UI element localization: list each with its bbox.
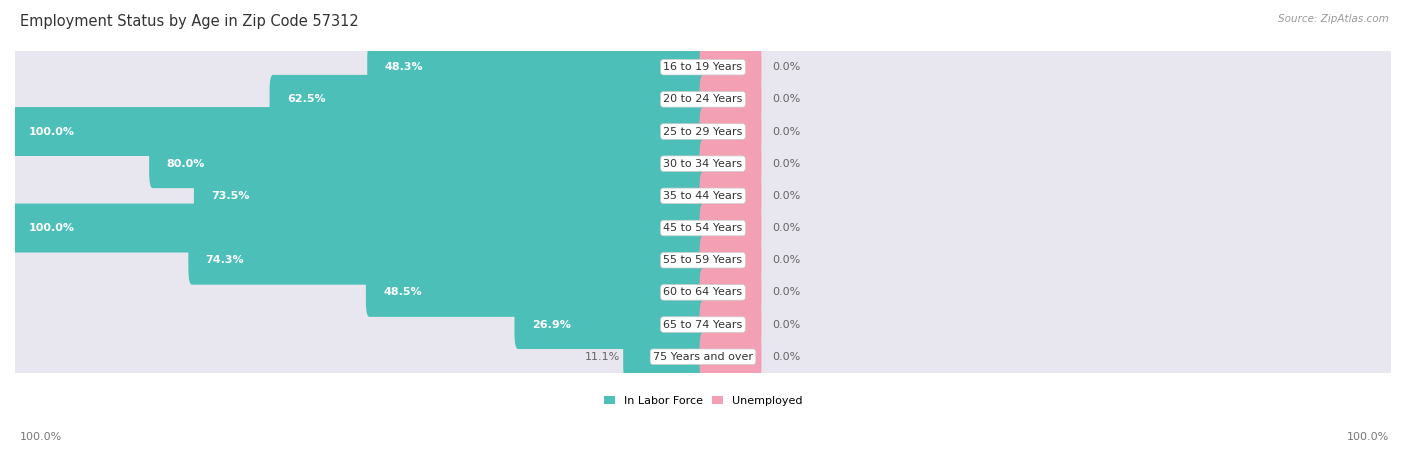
Text: 11.1%: 11.1% <box>585 352 620 362</box>
FancyBboxPatch shape <box>13 204 1393 252</box>
FancyBboxPatch shape <box>366 268 706 317</box>
Text: 62.5%: 62.5% <box>287 94 325 104</box>
FancyBboxPatch shape <box>700 171 762 221</box>
FancyBboxPatch shape <box>13 236 1393 284</box>
Text: 0.0%: 0.0% <box>772 255 800 265</box>
Text: 100.0%: 100.0% <box>1347 432 1389 442</box>
Text: 16 to 19 Years: 16 to 19 Years <box>664 62 742 72</box>
Text: 30 to 34 Years: 30 to 34 Years <box>664 159 742 169</box>
FancyBboxPatch shape <box>700 268 762 317</box>
FancyBboxPatch shape <box>700 236 762 285</box>
FancyBboxPatch shape <box>700 107 762 156</box>
FancyBboxPatch shape <box>188 236 706 285</box>
FancyBboxPatch shape <box>10 97 709 166</box>
Text: 65 to 74 Years: 65 to 74 Years <box>664 320 742 330</box>
Text: 35 to 44 Years: 35 to 44 Years <box>664 191 742 201</box>
FancyBboxPatch shape <box>700 300 762 349</box>
Text: 0.0%: 0.0% <box>772 287 800 297</box>
FancyBboxPatch shape <box>700 203 762 253</box>
FancyBboxPatch shape <box>13 43 1393 91</box>
FancyBboxPatch shape <box>13 140 1393 188</box>
FancyBboxPatch shape <box>13 333 1393 381</box>
FancyBboxPatch shape <box>10 65 709 133</box>
Text: 0.0%: 0.0% <box>772 352 800 362</box>
Text: 80.0%: 80.0% <box>166 159 205 169</box>
Legend: In Labor Force, Unemployed: In Labor Force, Unemployed <box>603 396 803 406</box>
FancyBboxPatch shape <box>697 33 1396 101</box>
Text: 0.0%: 0.0% <box>772 191 800 201</box>
FancyBboxPatch shape <box>10 258 709 327</box>
FancyBboxPatch shape <box>697 290 1396 359</box>
FancyBboxPatch shape <box>11 107 706 156</box>
FancyBboxPatch shape <box>10 33 709 101</box>
Text: 74.3%: 74.3% <box>205 255 245 265</box>
Text: 100.0%: 100.0% <box>28 223 75 233</box>
FancyBboxPatch shape <box>10 322 709 391</box>
FancyBboxPatch shape <box>700 139 762 188</box>
Text: Source: ZipAtlas.com: Source: ZipAtlas.com <box>1278 14 1389 23</box>
FancyBboxPatch shape <box>515 300 706 349</box>
FancyBboxPatch shape <box>697 258 1396 327</box>
FancyBboxPatch shape <box>13 75 1393 123</box>
FancyBboxPatch shape <box>10 162 709 230</box>
FancyBboxPatch shape <box>13 172 1393 220</box>
Text: 100.0%: 100.0% <box>28 127 75 137</box>
FancyBboxPatch shape <box>10 226 709 295</box>
Text: 48.5%: 48.5% <box>382 287 422 297</box>
FancyBboxPatch shape <box>623 332 706 381</box>
FancyBboxPatch shape <box>13 108 1393 155</box>
FancyBboxPatch shape <box>149 139 706 188</box>
FancyBboxPatch shape <box>697 162 1396 230</box>
Text: 75 Years and over: 75 Years and over <box>652 352 754 362</box>
FancyBboxPatch shape <box>367 43 706 92</box>
Text: 60 to 64 Years: 60 to 64 Years <box>664 287 742 297</box>
FancyBboxPatch shape <box>697 129 1396 198</box>
FancyBboxPatch shape <box>10 194 709 262</box>
FancyBboxPatch shape <box>10 129 709 198</box>
Text: 45 to 54 Years: 45 to 54 Years <box>664 223 742 233</box>
Text: 48.3%: 48.3% <box>384 62 423 72</box>
Text: Employment Status by Age in Zip Code 57312: Employment Status by Age in Zip Code 573… <box>20 14 359 28</box>
FancyBboxPatch shape <box>697 65 1396 133</box>
FancyBboxPatch shape <box>270 75 706 124</box>
FancyBboxPatch shape <box>697 226 1396 295</box>
Text: 20 to 24 Years: 20 to 24 Years <box>664 94 742 104</box>
FancyBboxPatch shape <box>700 75 762 124</box>
Text: 26.9%: 26.9% <box>531 320 571 330</box>
FancyBboxPatch shape <box>697 194 1396 262</box>
Text: 55 to 59 Years: 55 to 59 Years <box>664 255 742 265</box>
Text: 0.0%: 0.0% <box>772 223 800 233</box>
Text: 0.0%: 0.0% <box>772 320 800 330</box>
Text: 0.0%: 0.0% <box>772 62 800 72</box>
FancyBboxPatch shape <box>700 43 762 92</box>
Text: 0.0%: 0.0% <box>772 94 800 104</box>
FancyBboxPatch shape <box>697 97 1396 166</box>
Text: 73.5%: 73.5% <box>211 191 249 201</box>
Text: 0.0%: 0.0% <box>772 159 800 169</box>
FancyBboxPatch shape <box>194 171 706 221</box>
Text: 100.0%: 100.0% <box>20 432 62 442</box>
Text: 25 to 29 Years: 25 to 29 Years <box>664 127 742 137</box>
FancyBboxPatch shape <box>10 290 709 359</box>
FancyBboxPatch shape <box>13 269 1393 316</box>
Text: 0.0%: 0.0% <box>772 127 800 137</box>
FancyBboxPatch shape <box>697 322 1396 391</box>
FancyBboxPatch shape <box>700 332 762 381</box>
FancyBboxPatch shape <box>11 203 706 253</box>
FancyBboxPatch shape <box>13 301 1393 348</box>
